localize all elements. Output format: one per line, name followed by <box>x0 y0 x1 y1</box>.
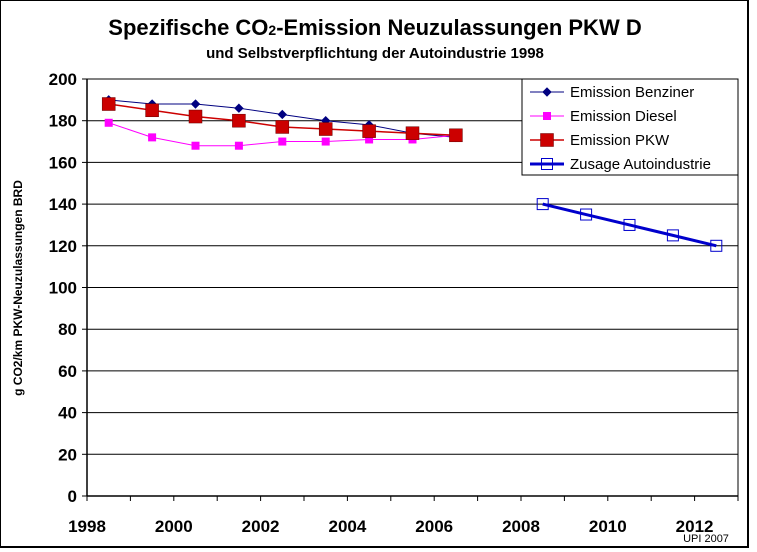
data-point <box>101 97 116 111</box>
chart-title-main: Spezifische CO <box>108 15 268 40</box>
legend: Emission Benziner Emission Diesel Emission… <box>521 78 739 176</box>
chart-title: Spezifische CO2-Emission Neuzulassungen … <box>108 15 641 40</box>
data-point <box>710 239 723 252</box>
series-line <box>542 202 717 248</box>
legend-box <box>521 78 739 176</box>
data-point <box>188 109 203 124</box>
x-tick-label: 2012 <box>676 517 714 536</box>
chart-title-rest: -Emission Neuzulassungen PKW D <box>276 15 642 40</box>
x-tick-label: 2000 <box>155 517 193 536</box>
data-point <box>234 141 243 150</box>
y-axis-ticks: 0 20 40 60 80 100 120 140 160 180 200 <box>49 70 87 506</box>
legend-label: Zusage Autoindustrie <box>570 156 711 173</box>
data-point <box>318 122 333 136</box>
legend-label: Emission Diesel <box>570 108 677 125</box>
data-point <box>449 128 463 143</box>
data-point <box>191 141 200 150</box>
data-point <box>278 137 287 146</box>
x-tick-label: 2010 <box>589 517 627 536</box>
data-point <box>145 103 159 118</box>
legend-entry: Emission Diesel <box>530 108 677 125</box>
x-tick-label: 2008 <box>502 517 540 536</box>
y-tick-label: 100 <box>49 279 77 298</box>
data-point <box>580 208 593 221</box>
legend-entry: Emission Benziner <box>530 84 694 101</box>
legend-marker <box>542 87 552 97</box>
chart-subtitle: und Selbstverpflichtung der Autoindustri… <box>206 45 544 62</box>
data-point <box>275 120 290 134</box>
y-tick-label: 80 <box>58 320 77 339</box>
credit-text: UPI 2007 <box>683 533 729 545</box>
legend-marker <box>540 133 554 147</box>
y-tick-label: 40 <box>58 404 77 423</box>
y-tick-label: 60 <box>58 362 77 381</box>
data-point <box>405 126 420 140</box>
series-layer <box>101 95 723 252</box>
svg-text:Spezifische CO2-Emission Neuzu: Spezifische CO2-Emission Neuzulassungen … <box>108 15 641 40</box>
legend-entry: Emission PKW <box>530 132 670 149</box>
data-point <box>234 103 244 113</box>
data-point <box>277 109 288 120</box>
data-point <box>148 133 157 142</box>
data-point <box>362 124 376 138</box>
data-point <box>536 198 549 211</box>
y-tick-label: 200 <box>49 70 77 89</box>
y-tick-label: 180 <box>49 112 77 131</box>
legend-label: Emission Benziner <box>570 84 694 101</box>
data-point <box>666 229 679 242</box>
data-point <box>232 113 246 128</box>
legend-marker <box>541 158 553 170</box>
data-point <box>321 137 330 146</box>
legend-label: Emission PKW <box>570 132 670 149</box>
x-tick-label: 1998 <box>68 517 106 536</box>
series-zusage-autoindustrie <box>536 198 723 252</box>
series-emission-diesel <box>104 118 460 150</box>
series-emission-pkw <box>101 97 463 143</box>
data-point <box>104 118 113 127</box>
x-tick-label: 2002 <box>242 517 280 536</box>
data-point <box>190 99 201 109</box>
legend-marker <box>543 112 551 120</box>
y-tick-label: 160 <box>49 153 77 172</box>
data-point <box>623 218 636 231</box>
y-tick-label: 140 <box>49 195 77 214</box>
y-tick-label: 0 <box>68 487 77 506</box>
y-tick-label: 120 <box>49 237 77 256</box>
x-tick-label: 2006 <box>415 517 453 536</box>
y-axis-label: g CO2/km PKW-Neuzulassungen BRD <box>11 180 25 396</box>
chart-title-subscript: 2 <box>268 22 276 38</box>
x-axis-ticks: 1998 2000 2002 2004 2006 2008 2010 2012 <box>68 496 739 536</box>
x-tick-label: 2004 <box>328 517 366 536</box>
legend-entry: Zusage Autoindustrie <box>530 156 711 173</box>
y-tick-label: 20 <box>58 445 77 464</box>
